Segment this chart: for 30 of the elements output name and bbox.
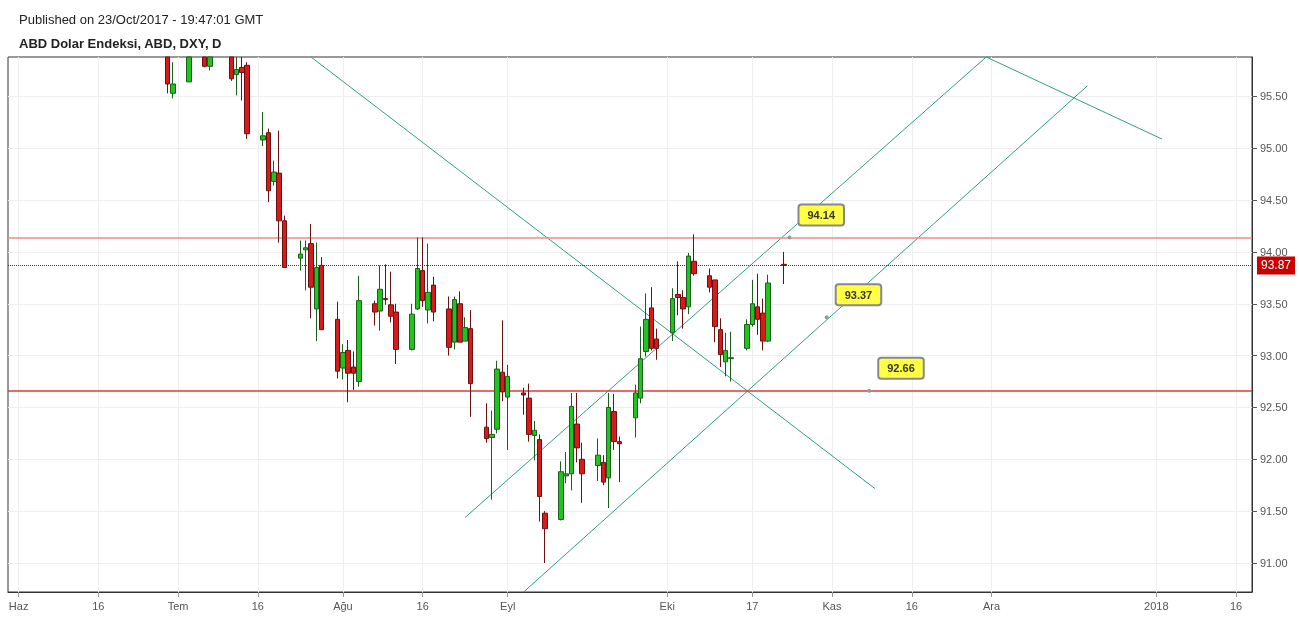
x-tick-label: Ağu — [333, 599, 353, 612]
x-tick-label: Ara — [982, 599, 1001, 612]
chart-title: ABD Dolar Endeksi, ABD, DXY, D — [19, 36, 222, 51]
x-tick-label: Tem — [167, 599, 189, 612]
y-tick-label: 95.00 — [1260, 142, 1288, 155]
y-tick-label: 91.00 — [1260, 556, 1288, 569]
y-tick-label: 92.50 — [1260, 401, 1288, 414]
x-tick-label: 16 — [416, 599, 429, 612]
x-tick-label: 16 — [1229, 599, 1243, 612]
x-tick-label: 16 — [92, 599, 105, 612]
chart-subtitle: Published on 23/Oct/2017 - 19:47:01 GMT — [19, 12, 264, 27]
x-tick-label: Eki — [659, 599, 675, 612]
y-tick-label: 92.00 — [1260, 453, 1288, 466]
annotation: 93.37 — [844, 288, 873, 301]
y-tick-label: 94.00 — [1260, 245, 1288, 258]
x-tick-label: Kas — [822, 599, 842, 612]
y-tick-label: 93.50 — [1260, 297, 1288, 310]
y-tick-label: 95.50 — [1260, 90, 1288, 103]
x-tick-label: 16 — [905, 599, 918, 612]
x-tick-label: Haz — [8, 599, 29, 612]
y-tick-label: 94.50 — [1260, 194, 1288, 207]
y-tick-label: 91.50 — [1260, 505, 1288, 518]
ref-line-label: 93.87 — [1261, 258, 1292, 273]
annotation: 94.14 — [807, 208, 836, 221]
x-tick-label: 16 — [251, 599, 264, 612]
x-tick-label: Eyl — [500, 599, 516, 612]
annotation: 92.66 — [887, 362, 915, 375]
x-tick-label: 17 — [746, 599, 759, 612]
x-tick-label: 2018 — [1144, 599, 1169, 612]
y-tick-label: 93.00 — [1260, 349, 1288, 362]
